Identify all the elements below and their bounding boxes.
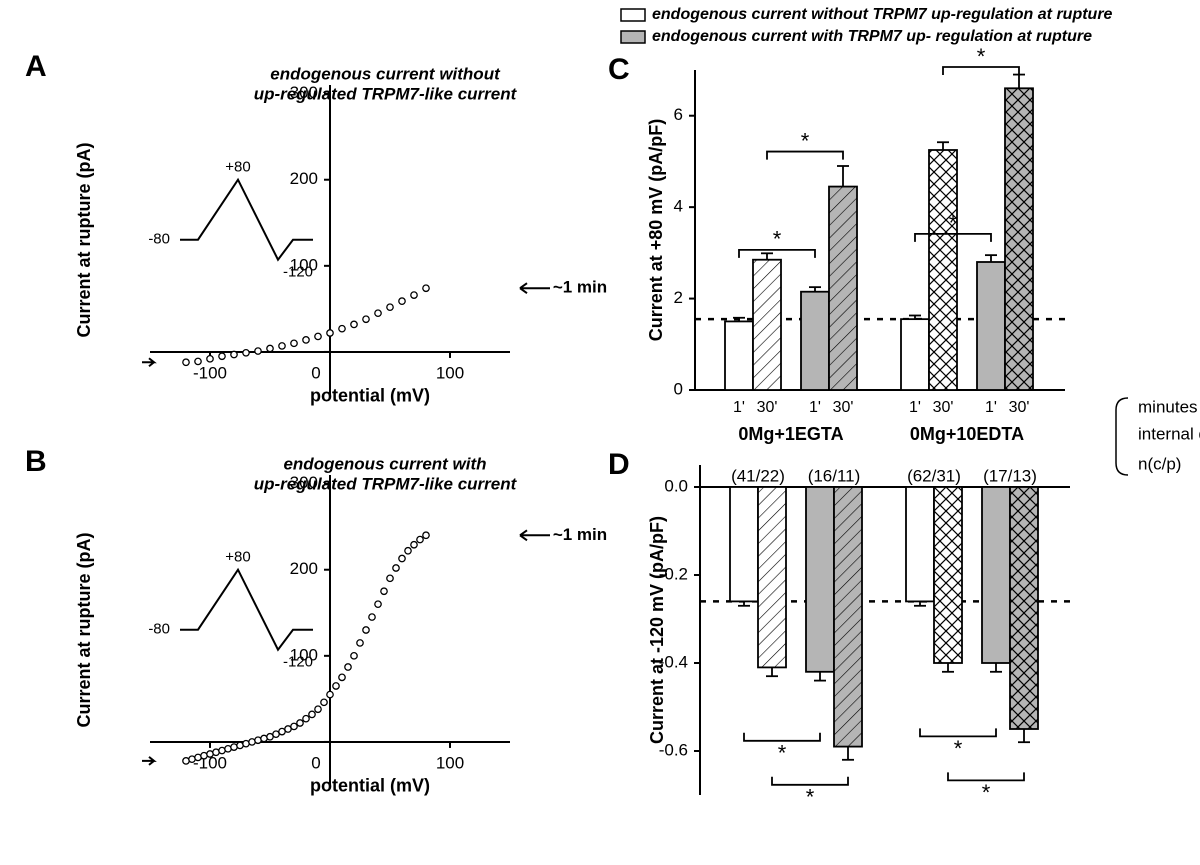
svg-text:*: * xyxy=(954,736,963,761)
svg-text:-120: -120 xyxy=(283,654,313,671)
svg-text:-80: -80 xyxy=(148,231,170,248)
svg-text:internal dialysis: internal dialysis xyxy=(1138,424,1200,443)
svg-text:*: * xyxy=(982,780,991,805)
svg-text:+80: +80 xyxy=(225,159,250,176)
legend-item-2: endogenous current with TRPM7 up- regula… xyxy=(652,28,1092,46)
svg-text:30': 30' xyxy=(1009,399,1030,416)
svg-text:*: * xyxy=(806,785,815,810)
svg-text:200: 200 xyxy=(290,559,318,578)
svg-text:Current at rupture (pA): Current at rupture (pA) xyxy=(74,143,94,338)
svg-text:1': 1' xyxy=(809,399,821,416)
legend: endogenous current without TRPM7 up-regu… xyxy=(620,6,1112,46)
svg-text:100: 100 xyxy=(436,363,464,382)
panel-label-B: B xyxy=(25,445,47,479)
svg-text:1': 1' xyxy=(733,399,745,416)
svg-text:*: * xyxy=(773,227,782,252)
svg-text:Current at rupture (pA): Current at rupture (pA) xyxy=(74,533,94,728)
svg-text:*: * xyxy=(949,211,958,236)
svg-text:Current at +80 mV (pA/pF): Current at +80 mV (pA/pF) xyxy=(646,119,666,342)
panel-label-D: D xyxy=(608,448,630,482)
panel-D-chart: 0.0-0.2-0.4-0.6Current at -120 mV (pA/pF… xyxy=(640,445,1195,855)
svg-text:30': 30' xyxy=(933,399,954,416)
svg-text:*: * xyxy=(778,741,787,766)
svg-text:(17/13): (17/13) xyxy=(983,466,1037,485)
svg-text:potential (mV): potential (mV) xyxy=(310,776,430,796)
svg-text:0: 0 xyxy=(311,753,320,772)
svg-text:-100: -100 xyxy=(193,363,227,382)
svg-text:minutes: minutes xyxy=(1138,397,1198,416)
svg-text:potential (mV): potential (mV) xyxy=(310,386,430,406)
svg-text:0Mg+10EDTA: 0Mg+10EDTA xyxy=(910,424,1024,444)
svg-text:Current at -120 mV (pA/pF): Current at -120 mV (pA/pF) xyxy=(647,516,667,744)
svg-text:0: 0 xyxy=(311,363,320,382)
svg-text:0.0: 0.0 xyxy=(664,476,688,495)
svg-text:+80: +80 xyxy=(225,549,250,566)
svg-text:1': 1' xyxy=(985,399,997,416)
svg-text:-80: -80 xyxy=(148,621,170,638)
svg-text:endogenous current with: endogenous current with xyxy=(283,454,486,473)
svg-text:(16/11): (16/11) xyxy=(808,466,861,485)
legend-item-1: endogenous current without TRPM7 up-regu… xyxy=(652,6,1112,24)
panel-label-A: A xyxy=(25,50,47,84)
svg-text:0: 0 xyxy=(674,379,683,398)
panel-B-chart: -1001000100200300potential (mV)Current a… xyxy=(95,445,525,840)
svg-text:~1 min: ~1 min xyxy=(553,278,607,297)
svg-text:up-regulated TRPM7-like curren: up-regulated TRPM7-like current xyxy=(254,474,518,493)
svg-text:4: 4 xyxy=(674,197,683,216)
svg-text:30': 30' xyxy=(833,399,854,416)
svg-text:endogenous current without: endogenous current without xyxy=(270,64,501,83)
svg-text:0Mg+1EGTA: 0Mg+1EGTA xyxy=(738,424,843,444)
svg-text:up-regulated TRPM7-like curren: up-regulated TRPM7-like current xyxy=(254,84,518,103)
svg-text:6: 6 xyxy=(674,105,683,124)
svg-text:-120: -120 xyxy=(283,264,313,281)
svg-text:(41/22): (41/22) xyxy=(731,466,785,485)
svg-text:1': 1' xyxy=(909,399,921,416)
svg-text:*: * xyxy=(977,44,986,69)
panel-A-chart: -1001000100200300potential (mV)Current a… xyxy=(95,55,525,435)
svg-text:~1 min: ~1 min xyxy=(553,525,607,544)
panel-C-chart: 0 2 4 6 Current at +80 mV (pA/pF) 1' 30' 1' 30' 1… xyxy=(640,58,1195,483)
svg-text:*: * xyxy=(801,128,810,153)
svg-text:200: 200 xyxy=(290,169,318,188)
svg-text:(62/31): (62/31) xyxy=(907,466,961,485)
panel-label-C: C xyxy=(608,53,630,87)
svg-text:30': 30' xyxy=(757,399,778,416)
svg-text:100: 100 xyxy=(436,753,464,772)
svg-text:2: 2 xyxy=(674,288,683,307)
